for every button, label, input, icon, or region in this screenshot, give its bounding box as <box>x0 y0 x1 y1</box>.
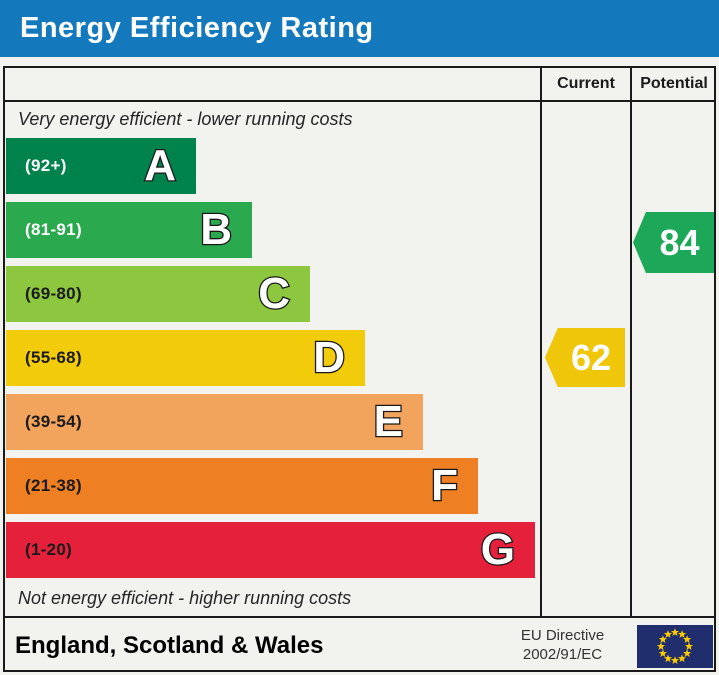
band-letter: F <box>430 460 459 512</box>
footer-region-label: England, Scotland & Wales <box>15 632 324 659</box>
bottom-note: Not energy efficient - higher running co… <box>18 588 352 608</box>
current-rating-value: 62 <box>570 336 612 378</box>
page-title: Energy Efficiency Rating <box>20 12 374 44</box>
column-divider-potential <box>630 66 632 618</box>
potential-rating-arrow: 84 <box>633 212 714 273</box>
band-range-label: (81-91) <box>25 220 82 239</box>
band-bar-a: (92+) A <box>6 138 196 194</box>
column-divider-current <box>540 66 542 618</box>
band-letter: D <box>312 332 346 384</box>
band-bar-d: (55-68) D <box>6 330 365 386</box>
band-bar-f: (21-38) F <box>6 458 478 514</box>
header-row-divider <box>3 100 716 102</box>
band-letter: E <box>372 396 404 448</box>
band-bar-g: (1-20) G <box>6 522 535 578</box>
band-range-label: (92+) <box>25 156 67 175</box>
top-note: Very energy efficient - lower running co… <box>18 109 353 129</box>
chart-header-banner: Energy Efficiency Rating <box>0 0 719 57</box>
eu-directive-line1: EU Directive <box>520 627 605 644</box>
band-range-label: (1-20) <box>25 540 73 559</box>
band-range-label: (39-54) <box>25 412 82 431</box>
band-bar-b: (81-91) B <box>6 202 252 258</box>
column-header-potential: Potential <box>640 75 708 92</box>
band-letter: A <box>143 140 177 192</box>
eu-directive-label: EU Directive 2002/91/EC <box>495 626 630 664</box>
band-letter: C <box>257 268 291 320</box>
band-range-label: (69-80) <box>25 284 82 303</box>
band-bar-c: (69-80) C <box>6 266 310 322</box>
band-range-label: (21-38) <box>25 476 82 495</box>
band-letter: B <box>199 204 233 256</box>
column-header-current: Current <box>557 75 615 92</box>
band-bar-e: (39-54) E <box>6 394 423 450</box>
eu-directive-line2: 2002/91/EC <box>522 646 603 663</box>
band-letter: G <box>479 524 516 576</box>
band-range-label: (55-68) <box>25 348 82 367</box>
footer-row-divider <box>3 616 716 618</box>
potential-rating-value: 84 <box>659 221 700 263</box>
eu-flag-icon <box>637 625 713 668</box>
rating-table-frame <box>3 66 716 672</box>
current-rating-arrow: 62 <box>545 328 625 387</box>
